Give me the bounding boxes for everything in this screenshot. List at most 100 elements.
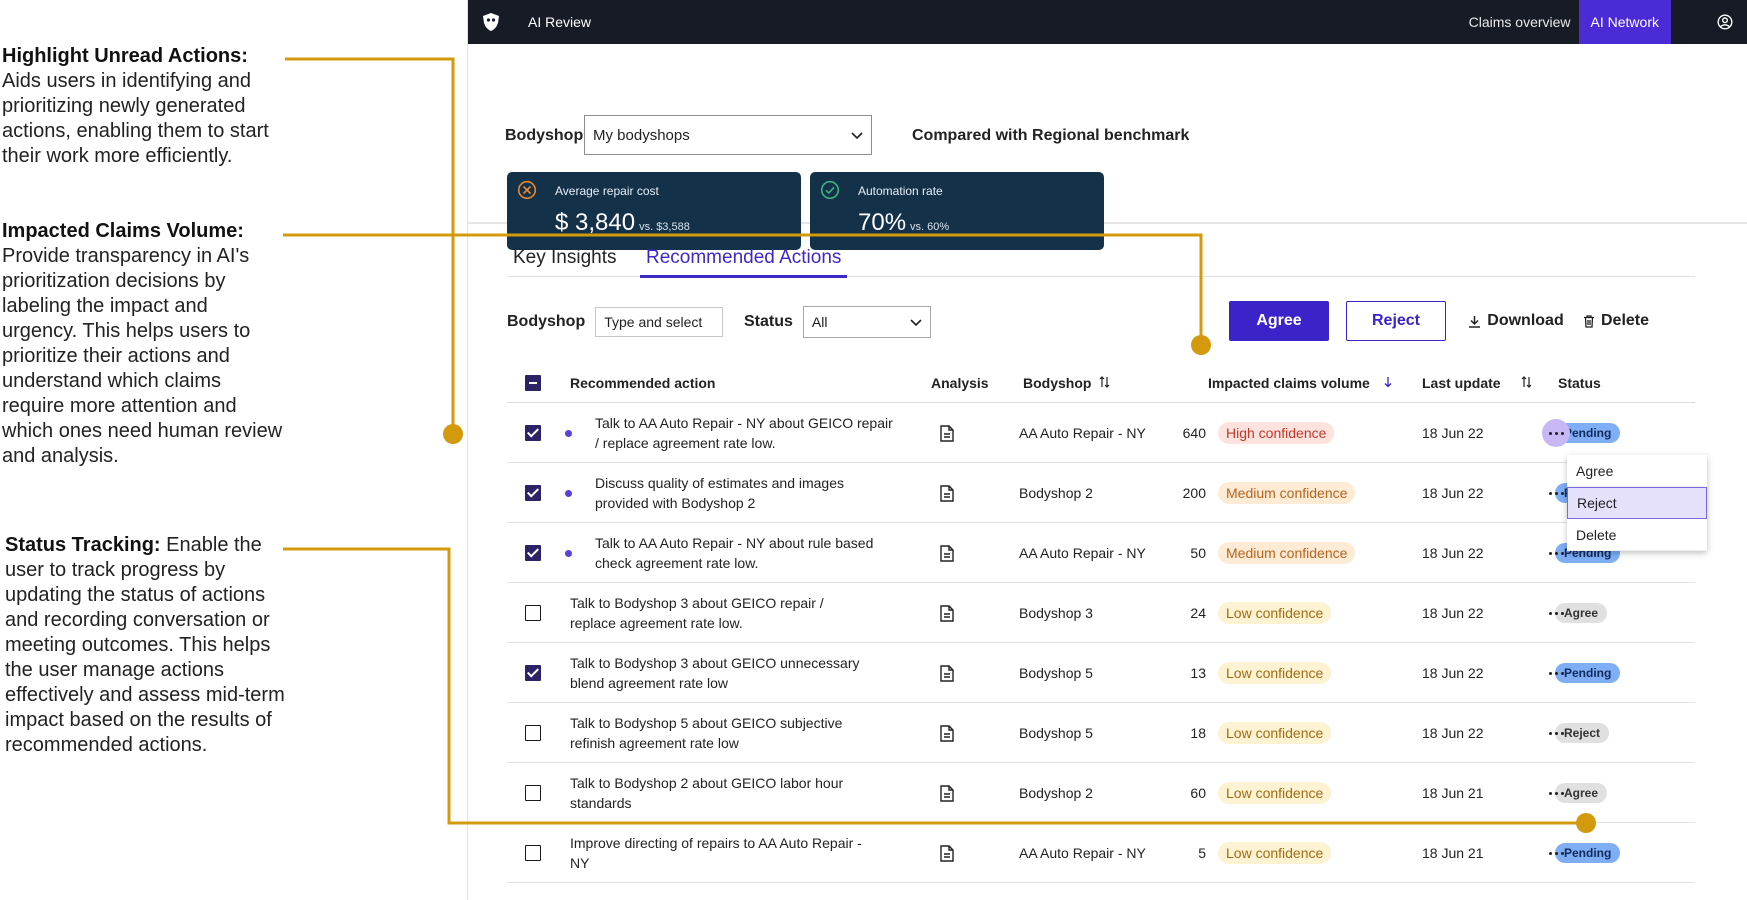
table-row[interactable]: Talk to AA Auto Repair - NY about GEICO … [507,403,1695,463]
bodyshop-search-input[interactable]: Type and select [595,307,724,337]
column-last-update[interactable]: Last update [1422,375,1532,391]
trash-icon [1583,314,1595,328]
unread-dot-icon [565,430,572,437]
analysis-document-icon[interactable] [940,463,954,523]
row-checkbox[interactable] [525,545,541,561]
row-checkbox[interactable] [525,425,541,441]
row-checkbox[interactable] [525,605,541,621]
table-row[interactable]: Talk to Bodyshop 3 about GEICO repair / … [507,583,1695,643]
tab-key-insights[interactable]: Key Insights [513,247,617,268]
row-checkbox[interactable] [525,845,541,861]
overflow-menu-icon[interactable] [1542,599,1570,627]
overflow-menu-icon[interactable] [1542,779,1570,807]
impacted-claims-count: 5 [1198,845,1206,861]
nav-claims-overview[interactable]: Claims overview [1468,14,1571,30]
unread-dot-icon [565,490,572,497]
tab-bar: Key Insights Recommended Actions [507,237,1695,278]
impacted-claims-count: 18 [1190,725,1206,741]
confidence-badge: Low confidence [1218,662,1332,684]
delete-button[interactable]: Delete [1579,301,1653,341]
analysis-document-icon[interactable] [940,703,954,763]
select-all-checkbox[interactable] [525,375,541,391]
annotation-unread-actions: Highlight Unread Actions: Aids users in … [2,45,269,167]
agree-button[interactable]: Agree [1229,301,1329,341]
table-row[interactable]: Discuss quality of estimates and images … [507,463,1695,523]
overflow-menu-icon[interactable] [1542,839,1570,867]
column-impacted-volume[interactable]: Impacted claims volume [1208,375,1392,391]
overflow-menu-icon[interactable] [1542,539,1570,567]
nav-ai-network[interactable]: AI Network [1578,0,1671,44]
confidence-badge: High confidence [1218,422,1335,444]
bodyshop-name: Bodyshop 5 [1019,665,1093,681]
sort-icon [1099,375,1110,391]
kpi-benchmark: vs. 60% [910,221,950,233]
column-status: Status [1558,375,1601,391]
column-recommended-action: Recommended action [570,375,716,391]
analysis-document-icon[interactable] [940,403,954,463]
menu-item-reject[interactable]: Reject [1567,487,1707,519]
overflow-menu-icon[interactable] [1542,479,1570,507]
bodyshop-select-value: My bodyshops [593,126,690,144]
connector-line-unread [285,57,455,433]
row-checkbox[interactable] [525,665,541,681]
analysis-document-icon[interactable] [940,523,954,583]
bodyshop-name: AA Auto Repair - NY [1019,425,1146,441]
last-update-date: 18 Jun 22 [1422,605,1484,621]
download-button[interactable]: Download [1467,301,1565,341]
bodyshop-name: Bodyshop 3 [1019,605,1093,621]
status-select-value: All [811,314,828,330]
last-update-date: 18 Jun 22 [1422,545,1484,561]
overflow-menu-icon[interactable] [1542,419,1570,447]
confidence-badge: Medium confidence [1218,542,1356,564]
table-row[interactable]: Talk to Bodyshop 3 about GEICO unnecessa… [507,643,1695,703]
impacted-claims-count: 13 [1190,665,1206,681]
status-badge[interactable]: Pending [1555,843,1621,863]
impacted-claims-count: 200 [1182,485,1206,501]
table-row[interactable]: Improve directing of repairs to AA Auto … [507,823,1695,883]
analysis-document-icon[interactable] [940,823,954,883]
bodyshop-name: AA Auto Repair - NY [1019,845,1146,861]
impacted-claims-count: 60 [1190,785,1206,801]
sort-icon [1521,375,1532,391]
menu-item-delete[interactable]: Delete [1567,519,1707,551]
last-update-date: 18 Jun 22 [1422,665,1484,681]
column-bodyshop[interactable]: Bodyshop [1023,375,1110,391]
analysis-document-icon[interactable] [940,763,954,823]
table-header: Recommended action Analysis Bodyshop Imp… [507,363,1695,403]
recommended-action-text: Talk to AA Auto Repair - NY about GEICO … [595,415,893,451]
table-row[interactable]: Talk to AA Auto Repair - NY about rule b… [507,523,1695,583]
row-checkbox[interactable] [525,785,541,801]
top-bar: AI Review Claims overview AI Network [468,0,1747,44]
table-row[interactable]: Talk to Bodyshop 2 about GEICO labor hou… [507,763,1695,823]
overflow-menu-icon[interactable] [1542,659,1570,687]
app-window: AI Review Claims overview AI Network Bod… [467,0,1747,900]
tab-recommended-actions[interactable]: Recommended Actions [640,247,848,278]
reject-button[interactable]: Reject [1346,301,1446,341]
confidence-badge: Low confidence [1218,722,1332,744]
kpi-benchmark: vs. $3,588 [639,221,690,233]
status-select[interactable]: All [802,306,931,338]
sort-descending-icon [1384,375,1392,391]
row-checkbox[interactable] [525,725,541,741]
bodyshop-name: Bodyshop 2 [1019,785,1093,801]
last-update-date: 18 Jun 22 [1422,485,1484,501]
impacted-claims-count: 24 [1190,605,1206,621]
table-row[interactable]: Talk to Bodyshop 5 about GEICO subjectiv… [507,703,1695,763]
user-avatar-icon[interactable] [1703,0,1747,44]
analysis-document-icon[interactable] [940,583,954,643]
shield-logo-icon[interactable] [480,11,502,33]
table-status-filter: Status All [744,305,931,339]
kpi-value: $ 3,840 [555,209,636,236]
confidence-badge: Medium confidence [1218,482,1356,504]
overflow-menu-icon[interactable] [1542,719,1570,747]
download-icon [1468,315,1481,328]
status-badge[interactable]: Pending [1555,423,1621,443]
bodyshop-select[interactable]: My bodyshops [584,115,872,155]
chevron-down-icon [851,127,863,144]
bodyshop-name: Bodyshop 2 [1019,485,1093,501]
recommended-action-text: Talk to AA Auto Repair - NY about rule b… [595,535,874,571]
menu-item-agree[interactable]: Agree [1567,455,1707,487]
analysis-document-icon[interactable] [940,643,954,703]
row-checkbox[interactable] [525,485,541,501]
table-bodyshop-filter: Bodyshop Type and select [507,305,724,339]
